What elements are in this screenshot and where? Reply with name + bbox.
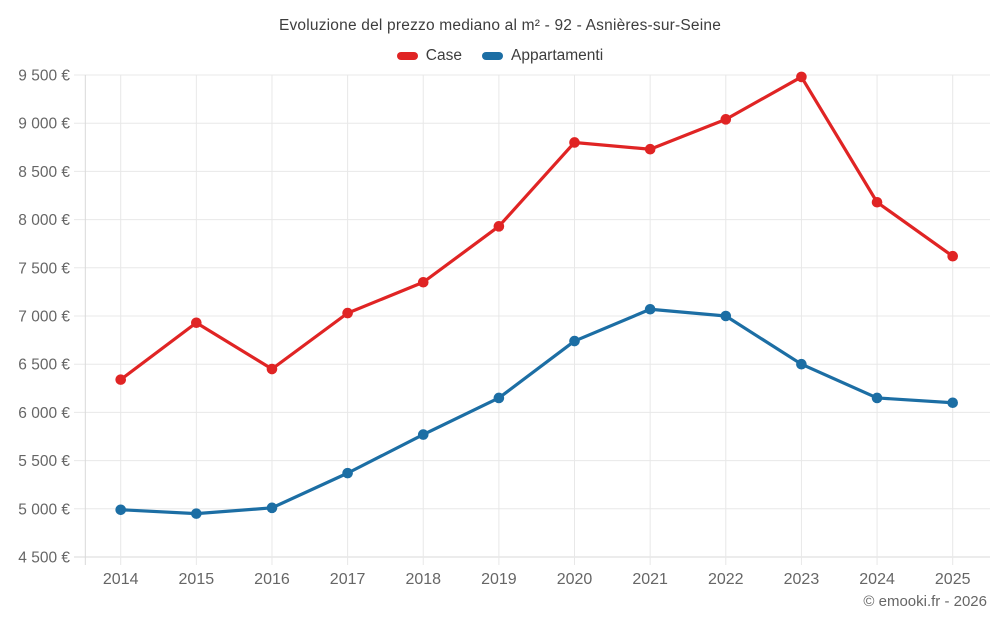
chart-title: Evoluzione del prezzo mediano al m² - 92… — [278, 17, 722, 34]
case-legend-label: Case — [425, 47, 462, 64]
appartamenti-legend-label: Appartamenti — [510, 47, 604, 64]
copyright-notice: © emooki.fr - 2026 — [863, 593, 987, 610]
case-point-2023[interactable] — [796, 71, 807, 83]
case-point-2019[interactable] — [493, 221, 505, 232]
x-axis-label-2017: 2017 — [330, 571, 366, 588]
appartamenti-point-2014[interactable] — [115, 504, 126, 516]
x-axis-label-2016: 2016 — [254, 571, 290, 588]
y-axis-label-9500: 9 500 € — [18, 68, 70, 85]
appartamenti-point-2017[interactable] — [342, 467, 353, 479]
y-axis-label-6500: 6 500 € — [18, 357, 70, 374]
appartamenti-point-2024[interactable] — [871, 392, 883, 404]
appartamenti-point-2023[interactable] — [796, 358, 807, 370]
y-axis-label-7500: 7 500 € — [18, 260, 70, 277]
case-legend-swatch — [396, 52, 418, 60]
appartamenti-point-2025[interactable] — [947, 397, 958, 409]
case-point-2025[interactable] — [947, 250, 958, 262]
x-axis-label-2020: 2020 — [557, 571, 593, 588]
y-axis-label-5000: 5 000 € — [18, 501, 70, 518]
x-axis-label-2025: 2025 — [935, 571, 971, 588]
appartamenti-point-2022[interactable] — [720, 310, 732, 322]
case-point-2016[interactable] — [266, 363, 278, 375]
appartamenti-legend-swatch — [481, 52, 503, 60]
legend-item-case[interactable]: Case — [396, 47, 462, 65]
x-axis-label-2023: 2023 — [784, 571, 820, 588]
case-point-2024[interactable] — [871, 196, 883, 208]
case-point-2020[interactable] — [569, 137, 580, 148]
x-axis-label-2024: 2024 — [859, 571, 895, 588]
appartamenti-point-2020[interactable] — [569, 335, 580, 347]
y-axis-label-8500: 8 500 € — [18, 164, 70, 181]
case-line — [119, 75, 955, 382]
appartamenti-point-2018[interactable] — [417, 429, 429, 440]
appartamenti-point-2015[interactable] — [191, 508, 202, 519]
case-point-2017[interactable] — [342, 307, 353, 319]
appartamenti-point-2016[interactable] — [266, 502, 278, 514]
y-axis-label-7000: 7 000 € — [18, 309, 70, 326]
case-point-2022[interactable] — [720, 114, 732, 125]
appartamenti-point-2019[interactable] — [493, 392, 505, 404]
case-point-2015[interactable] — [191, 317, 202, 329]
legend-item-appartamenti[interactable]: Appartamenti — [481, 47, 604, 65]
case-point-2014[interactable] — [115, 374, 126, 385]
appartamenti-line — [119, 307, 955, 516]
y-axis-label-4500: 4 500 € — [18, 550, 70, 567]
case-point-2021[interactable] — [644, 143, 656, 155]
x-axis-label-2019: 2019 — [481, 571, 517, 588]
y-axis-label-5500: 5 500 € — [18, 453, 70, 470]
x-axis-label-2018: 2018 — [405, 571, 441, 588]
case-point-2018[interactable] — [417, 276, 429, 288]
x-axis-label-2015: 2015 — [179, 571, 215, 588]
legend: Case Appartamenti — [0, 47, 1000, 65]
y-axis-label-8000: 8 000 € — [18, 212, 70, 229]
x-axis-label-2022: 2022 — [708, 571, 744, 588]
x-axis-label-2021: 2021 — [632, 571, 668, 588]
y-axis-label-9000: 9 000 € — [18, 116, 70, 133]
x-axis-label-2014: 2014 — [103, 571, 139, 588]
y-axis-label-6000: 6 000 € — [18, 405, 70, 422]
appartamenti-point-2021[interactable] — [644, 303, 656, 315]
